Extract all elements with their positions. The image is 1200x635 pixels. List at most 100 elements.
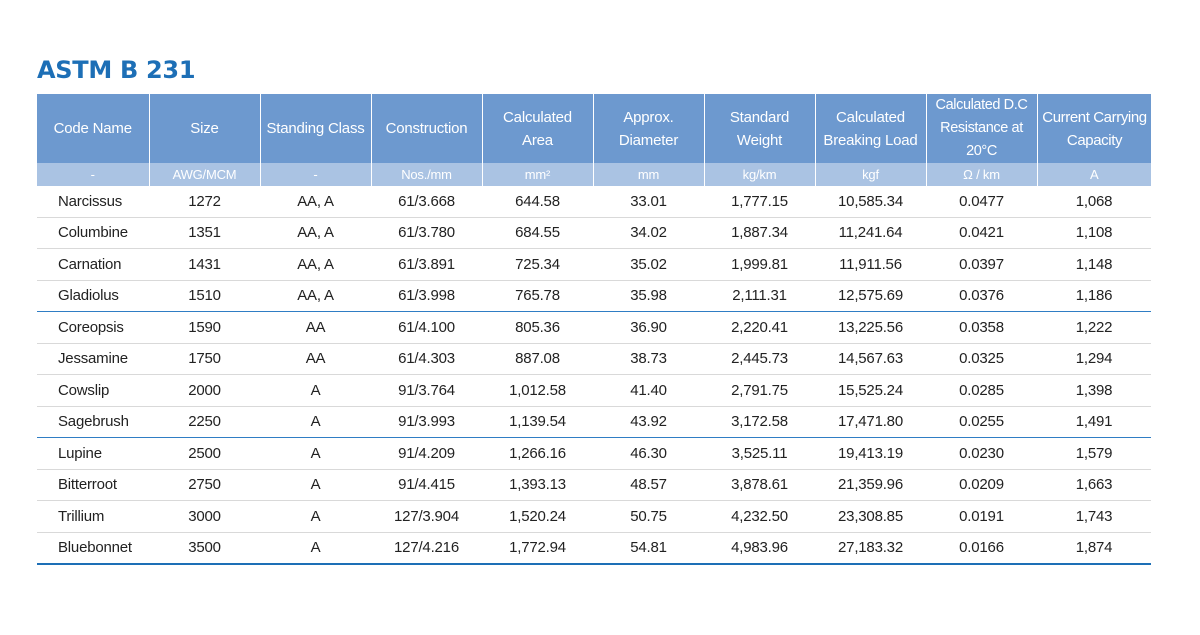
code-name-cell: Bluebonnet (37, 532, 149, 565)
code-name-cell: Jessamine (37, 343, 149, 375)
table-cell: 127/4.216 (371, 532, 482, 565)
table-cell: AA, A (260, 248, 371, 281)
table-row: Bitterroot 2750 A 91/4.415 1,393.13 48.57 3,87… (37, 469, 1151, 501)
code-name-cell: Lupine (37, 437, 149, 470)
column-header: Calculated Area (481, 94, 593, 163)
table-cell: 0.0325 (926, 343, 1037, 375)
table-cell: 2250 (149, 406, 260, 438)
table-cell: 1,108 (1037, 217, 1151, 249)
table-cell: 1,520.24 (482, 500, 593, 533)
column-header-row: Code Name Size Standing Class Constructi… (37, 94, 1151, 163)
table-cell: AA (260, 311, 371, 344)
table-cell: 1,579 (1037, 437, 1151, 470)
column-header: Calculated Breaking Load (814, 94, 926, 163)
table-cell: 1,393.13 (482, 469, 593, 501)
unit-label: - (37, 163, 149, 186)
table-cell: 0.0376 (926, 280, 1037, 312)
unit-label: kg/km (703, 163, 815, 186)
table-cell: 50.75 (593, 500, 704, 533)
table-cell: 1,148 (1037, 248, 1151, 281)
code-name-cell: Carnation (37, 248, 149, 281)
unit-header-row: - AWG/MCM - Nos./mm mm² mm kg/km kgf Ω /… (37, 163, 1151, 186)
table-cell: 0.0397 (926, 248, 1037, 281)
table-cell: 2,791.75 (704, 374, 815, 407)
column-header: Code Name (37, 94, 149, 163)
table-cell: 14,567.63 (815, 343, 926, 375)
table-cell: 0.0358 (926, 311, 1037, 344)
table-row: Trillium 3000 A 127/3.904 1,520.24 50.75 4,232… (37, 500, 1151, 533)
table-cell: 12,575.69 (815, 280, 926, 312)
table-cell: 1,777.15 (704, 186, 815, 218)
table-cell: 17,471.80 (815, 406, 926, 438)
table-row: Carnation 1431 AA, A 61/3.891 725.34 35.02 1,9… (37, 248, 1151, 281)
code-name-cell: Gladiolus (37, 280, 149, 312)
table-cell: 61/3.780 (371, 217, 482, 249)
table-cell: A (260, 469, 371, 501)
unit-label: AWG/MCM (148, 163, 260, 186)
table-cell: 11,241.64 (815, 217, 926, 249)
table-cell: 4,983.96 (704, 532, 815, 565)
table-row: Cowslip 2000 A 91/3.764 1,012.58 41.40 2,791.7… (37, 374, 1151, 407)
table-cell: 43.92 (593, 406, 704, 438)
table-cell: 1,491 (1037, 406, 1151, 438)
table-cell: 644.58 (482, 186, 593, 218)
table-row: Jessamine 1750 AA 61/4.303 887.08 38.73 2,445.… (37, 343, 1151, 375)
table-cell: 1,222 (1037, 311, 1151, 344)
table-cell: 1,663 (1037, 469, 1151, 501)
code-name-cell: Narcissus (37, 186, 149, 218)
table-cell: 61/3.998 (371, 280, 482, 312)
code-name-cell: Trillium (37, 500, 149, 533)
table-cell: AA, A (260, 217, 371, 249)
table-row: Gladiolus 1510 AA, A 61/3.998 765.78 35.98 2,1… (37, 280, 1151, 312)
table-cell: 1590 (149, 311, 260, 344)
table-cell: 1,398 (1037, 374, 1151, 407)
table-cell: 1,266.16 (482, 437, 593, 470)
table-cell: 1750 (149, 343, 260, 375)
table-cell: 2750 (149, 469, 260, 501)
table-cell: AA, A (260, 280, 371, 312)
table-cell: 11,911.56 (815, 248, 926, 281)
table-cell: 1,874 (1037, 532, 1151, 565)
table-cell: 1,186 (1037, 280, 1151, 312)
unit-label: mm² (481, 163, 593, 186)
column-header: Approx. Diameter (592, 94, 704, 163)
table-cell: 91/4.209 (371, 437, 482, 470)
table-cell: A (260, 532, 371, 565)
table-cell: 61/4.100 (371, 311, 482, 344)
table-cell: AA (260, 343, 371, 375)
table-cell: 13,225.56 (815, 311, 926, 344)
table-cell: 0.0230 (926, 437, 1037, 470)
code-name-cell: Bitterroot (37, 469, 149, 501)
table-cell: A (260, 500, 371, 533)
column-header: Standard Weight (703, 94, 815, 163)
table-cell: 41.40 (593, 374, 704, 407)
table-row: Coreopsis 1590 AA 61/4.100 805.36 36.90 2,220.… (37, 311, 1151, 344)
unit-label: kgf (814, 163, 926, 186)
column-header: Construction (370, 94, 482, 163)
unit-label: mm (592, 163, 704, 186)
table-cell: 2,111.31 (704, 280, 815, 312)
table-cell: 1431 (149, 248, 260, 281)
table-cell: 91/3.764 (371, 374, 482, 407)
table-cell: 46.30 (593, 437, 704, 470)
table-cell: A (260, 437, 371, 470)
table-row: Narcissus 1272 AA, A 61/3.668 644.58 33.01 1,7… (37, 186, 1151, 218)
table-cell: 35.98 (593, 280, 704, 312)
code-name-cell: Coreopsis (37, 311, 149, 344)
table-cell: 1,743 (1037, 500, 1151, 533)
table-cell: 887.08 (482, 343, 593, 375)
table-cell: 0.0209 (926, 469, 1037, 501)
table-cell: 2,220.41 (704, 311, 815, 344)
table-cell: 91/3.993 (371, 406, 482, 438)
table-cell: 1,294 (1037, 343, 1151, 375)
code-name-cell: Cowslip (37, 374, 149, 407)
table-cell: 15,525.24 (815, 374, 926, 407)
table-cell: 61/3.668 (371, 186, 482, 218)
table-cell: A (260, 374, 371, 407)
table-cell: 3,878.61 (704, 469, 815, 501)
table-cell: 10,585.34 (815, 186, 926, 218)
table-cell: 3,172.58 (704, 406, 815, 438)
page-title: ASTM B 231 (37, 56, 196, 84)
table-cell: 48.57 (593, 469, 704, 501)
table-cell: 21,359.96 (815, 469, 926, 501)
